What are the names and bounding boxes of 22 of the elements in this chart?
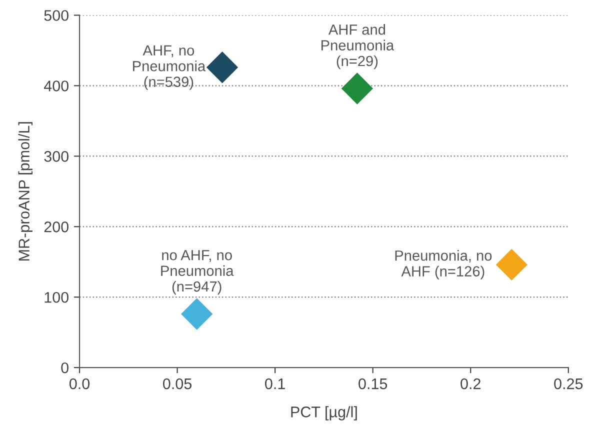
x-tick-label: 0.05 [163,378,192,390]
x-tick-label: 0.0 [69,378,90,390]
y-tick-label: 400 [44,80,69,92]
point [496,248,528,281]
x-axis-title: PCT [µg/l] [291,406,357,420]
series-label: AHF and Pneumonia (n=29) [322,24,394,70]
x-tick-label: 0.1 [265,378,285,390]
x-tick-label: 0.25 [554,378,583,390]
x-tick-label: 0.15 [358,378,388,390]
point [181,298,213,330]
series-label: Pneumonia, no AHF (n=126) [395,250,492,280]
series-label: no AHF, no Pneumonia (n=947) [161,250,234,295]
point [341,72,374,104]
y-tick-label: 300 [44,151,69,162]
series-label: AHF, no Pneumonia (n=539) [133,45,206,90]
y-tick-label: 0 [61,362,68,374]
point [206,52,238,84]
y-axis-title: MR-proANP [pmol/L] [18,122,32,260]
y-tick-label: 500 [44,10,69,21]
y-tick-label: 100 [44,292,69,303]
x-tick-label: 0.2 [460,378,480,390]
y-tick-label: 200 [44,222,69,232]
